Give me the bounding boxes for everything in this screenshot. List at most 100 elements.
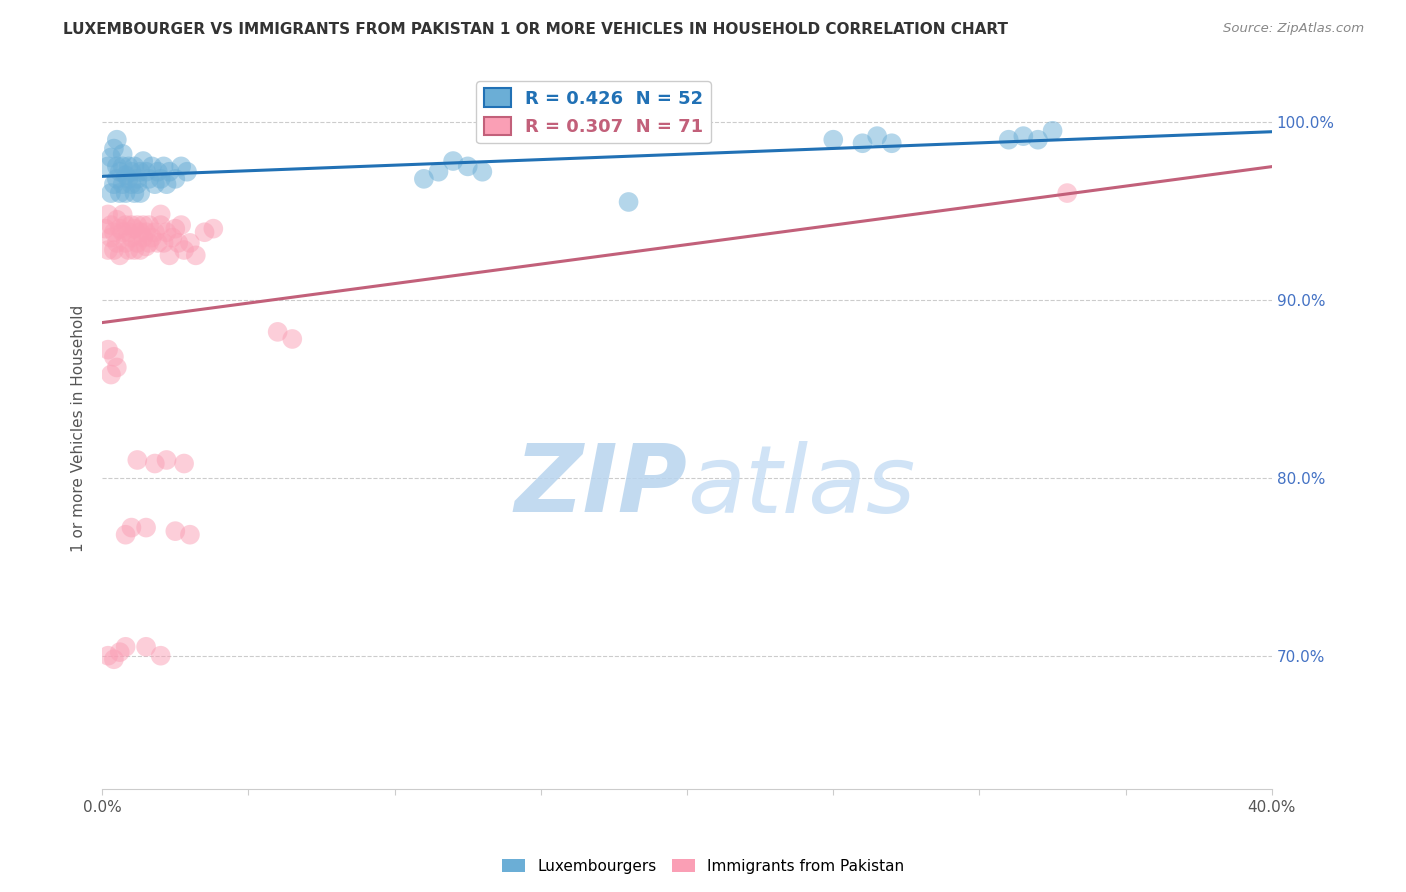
Point <box>165 171 187 186</box>
Point <box>441 154 464 169</box>
Point <box>149 171 172 186</box>
Point <box>281 332 304 346</box>
Point <box>412 171 434 186</box>
Point <box>105 160 128 174</box>
Point <box>143 457 166 471</box>
Point <box>149 207 172 221</box>
Point <box>100 151 122 165</box>
Point <box>94 221 117 235</box>
Point <box>427 165 450 179</box>
Point <box>114 640 136 654</box>
Point <box>105 212 128 227</box>
Point <box>103 652 125 666</box>
Point <box>866 129 889 144</box>
Point <box>155 177 177 191</box>
Point <box>176 165 198 179</box>
Point <box>105 360 128 375</box>
Point <box>127 235 149 250</box>
Point <box>103 225 125 239</box>
Point <box>129 225 152 239</box>
Point <box>97 160 120 174</box>
Point <box>143 225 166 239</box>
Point <box>132 218 155 232</box>
Point <box>184 248 207 262</box>
Point <box>129 165 152 179</box>
Point <box>127 177 149 191</box>
Point <box>152 160 174 174</box>
Point <box>120 177 142 191</box>
Point <box>138 218 160 232</box>
Point <box>997 133 1019 147</box>
Point <box>124 243 146 257</box>
Point <box>457 160 479 174</box>
Point <box>103 243 125 257</box>
Point <box>120 218 142 232</box>
Point <box>159 248 181 262</box>
Point <box>823 133 845 147</box>
Point <box>138 171 160 186</box>
Point <box>114 218 136 232</box>
Point <box>149 218 172 232</box>
Point <box>141 160 163 174</box>
Point <box>108 186 131 200</box>
Point <box>120 230 142 244</box>
Point <box>1042 124 1064 138</box>
Legend: R = 0.426  N = 52, R = 0.307  N = 71: R = 0.426 N = 52, R = 0.307 N = 71 <box>477 81 710 144</box>
Point <box>471 165 494 179</box>
Point <box>127 171 149 186</box>
Y-axis label: 1 or more Vehicles in Household: 1 or more Vehicles in Household <box>72 305 86 552</box>
Text: LUXEMBOURGER VS IMMIGRANTS FROM PAKISTAN 1 OR MORE VEHICLES IN HOUSEHOLD CORRELA: LUXEMBOURGER VS IMMIGRANTS FROM PAKISTAN… <box>63 22 1008 37</box>
Point <box>117 171 139 186</box>
Point <box>124 160 146 174</box>
Point <box>143 177 166 191</box>
Point <box>1012 129 1035 144</box>
Point <box>111 177 134 191</box>
Point <box>108 645 131 659</box>
Point <box>114 186 136 200</box>
Point <box>100 230 122 244</box>
Point <box>103 142 125 156</box>
Point <box>97 207 120 221</box>
Point <box>159 165 181 179</box>
Legend: Luxembourgers, Immigrants from Pakistan: Luxembourgers, Immigrants from Pakistan <box>496 853 910 880</box>
Point <box>851 136 873 151</box>
Text: ZIP: ZIP <box>515 441 688 533</box>
Point <box>179 235 201 250</box>
Point <box>165 524 187 538</box>
Point <box>117 160 139 174</box>
Point <box>129 243 152 257</box>
Point <box>1056 186 1078 200</box>
Point <box>155 225 177 239</box>
Point <box>146 165 169 179</box>
Point <box>111 207 134 221</box>
Point <box>97 243 120 257</box>
Point <box>179 527 201 541</box>
Point <box>100 186 122 200</box>
Point <box>124 186 146 200</box>
Point <box>100 218 122 232</box>
Point <box>100 368 122 382</box>
Point <box>129 186 152 200</box>
Point <box>135 225 157 239</box>
Point <box>880 136 903 151</box>
Point <box>152 235 174 250</box>
Point <box>124 221 146 235</box>
Point <box>170 218 193 232</box>
Point <box>105 235 128 250</box>
Point <box>135 640 157 654</box>
Point <box>103 177 125 191</box>
Point <box>105 171 128 186</box>
Point <box>114 169 136 183</box>
Point <box>173 457 195 471</box>
Point <box>146 235 169 250</box>
Point <box>105 133 128 147</box>
Point <box>266 325 288 339</box>
Point <box>202 221 225 235</box>
Point <box>117 243 139 257</box>
Point <box>111 160 134 174</box>
Point <box>114 235 136 250</box>
Point <box>149 648 172 663</box>
Point <box>127 453 149 467</box>
Point <box>135 520 157 534</box>
Point <box>135 165 157 179</box>
